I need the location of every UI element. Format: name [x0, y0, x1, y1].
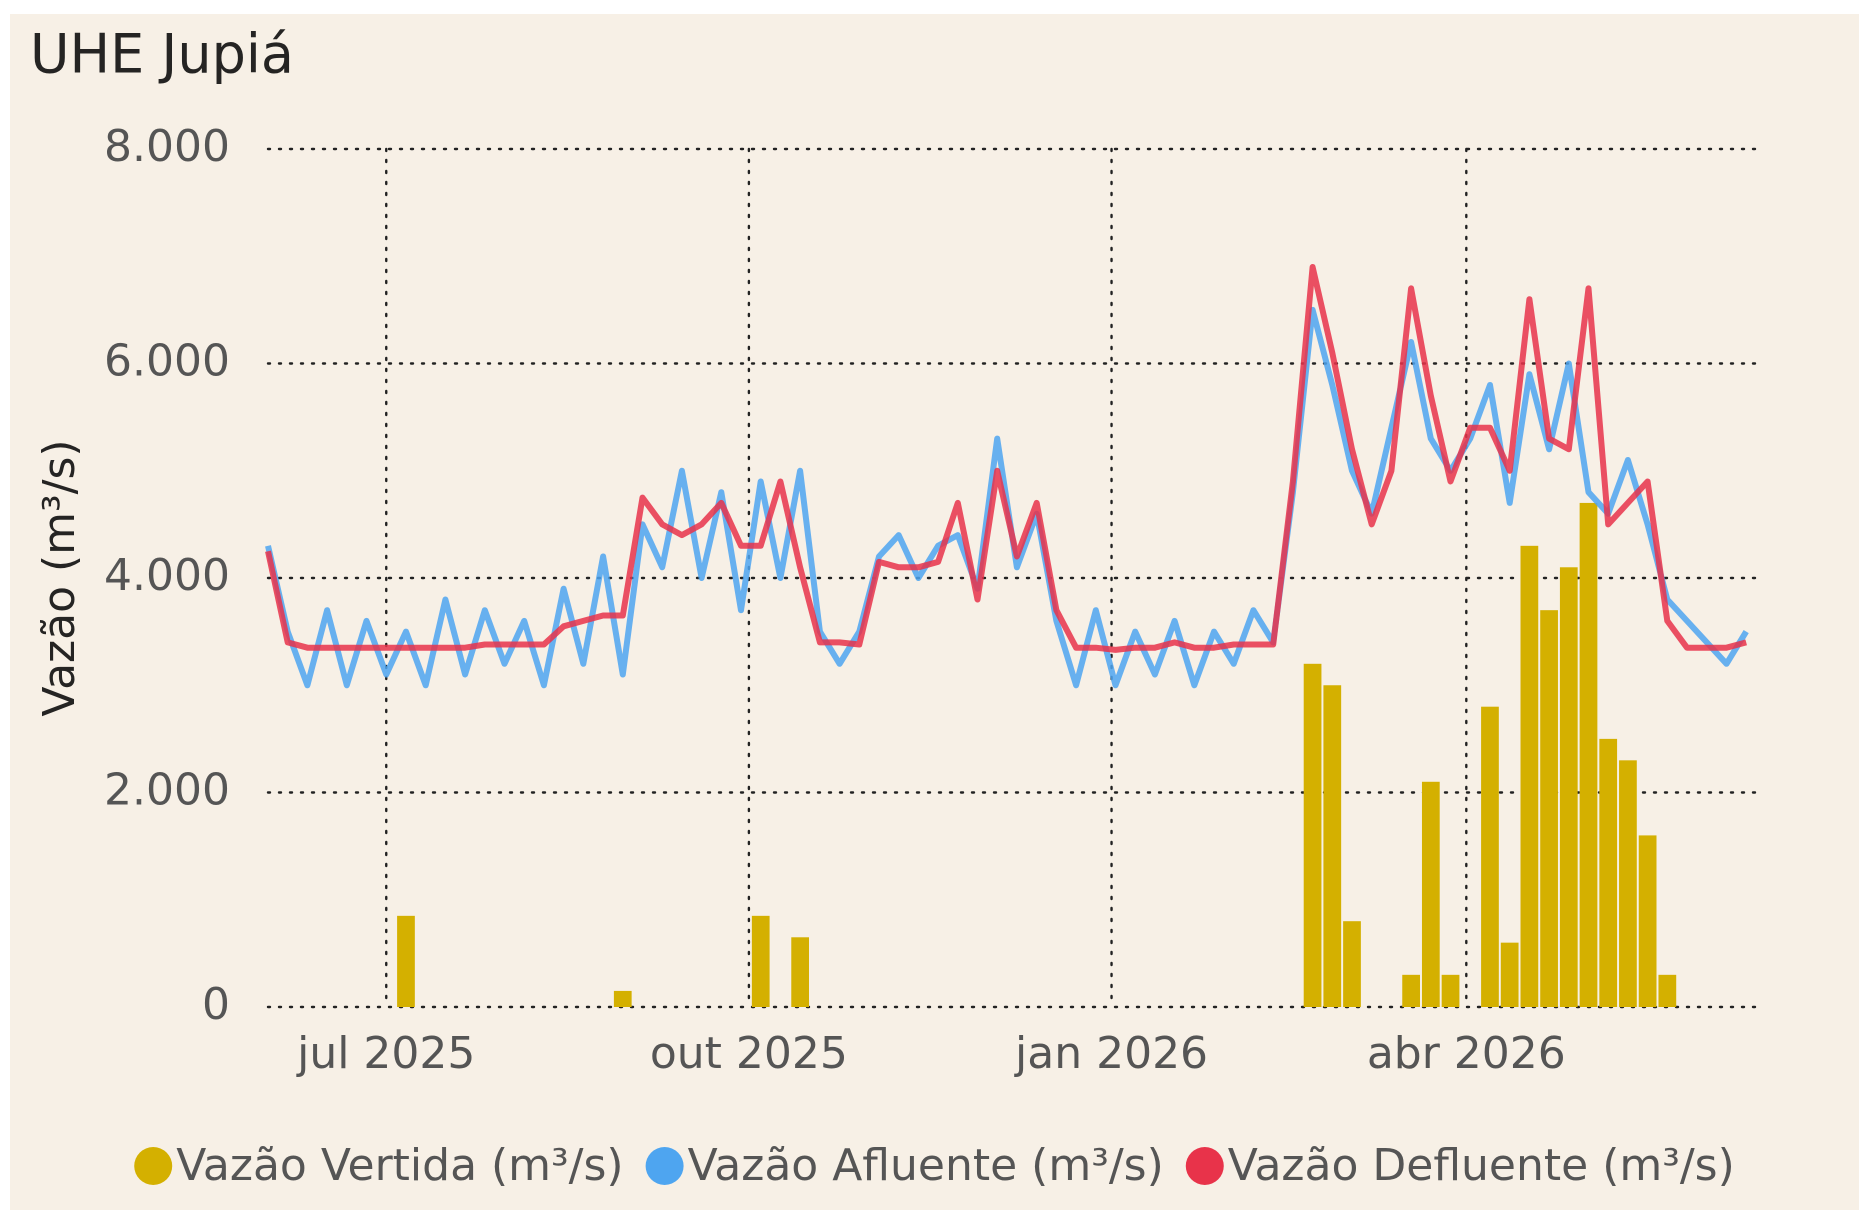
- legend-marker: [134, 1147, 173, 1185]
- x-tick-label: jul 2025: [296, 1028, 475, 1079]
- legend-label: Vazão Afluente (m³/s): [688, 1140, 1164, 1191]
- y-tick-label: 0: [202, 979, 230, 1030]
- bar: [1481, 706, 1499, 1007]
- x-tick-label: jan 2026: [1014, 1028, 1208, 1079]
- y-tick-label: 6.000: [104, 336, 230, 387]
- bar: [1520, 545, 1539, 1007]
- legend-marker: [1185, 1147, 1224, 1185]
- bar: [1343, 921, 1361, 1007]
- bar: [1540, 610, 1558, 1007]
- legend-label: Vazão Vertida (m³/s): [176, 1140, 623, 1191]
- line: [265, 264, 1747, 653]
- legend-label: Vazão Defluente (m³/s): [1228, 1140, 1735, 1191]
- y-tick-label: 2.000: [104, 765, 230, 816]
- x-tick-label: abr 2026: [1367, 1028, 1566, 1079]
- bar: [1619, 760, 1637, 1007]
- bar: [1323, 685, 1342, 1007]
- bar: [1599, 738, 1618, 1007]
- y-axis-label: Vazão (m³/s): [34, 439, 85, 716]
- legend: Vazão Vertida (m³/s) Vazão Afluente (m³/s…: [134, 1140, 1735, 1191]
- bar: [397, 915, 415, 1007]
- lines: [265, 264, 1749, 689]
- legend-marker: [645, 1147, 684, 1185]
- y-tick-label: 4.000: [104, 550, 230, 601]
- bar: [1500, 942, 1519, 1007]
- bar: [1441, 974, 1460, 1007]
- x-tick-label: out 2025: [650, 1028, 848, 1079]
- bar: [791, 937, 810, 1007]
- bar: [751, 915, 770, 1007]
- bar: [1658, 974, 1677, 1007]
- bar: [1638, 835, 1657, 1007]
- bar: [613, 990, 632, 1007]
- bar: [1402, 974, 1420, 1007]
- bar: [1303, 663, 1322, 1007]
- chart-title: UHE Jupiá: [30, 23, 294, 86]
- bar: [1421, 781, 1440, 1007]
- bars: [397, 502, 1677, 1007]
- bar: [1559, 567, 1578, 1007]
- y-tick-label: 8.000: [104, 121, 230, 172]
- bar: [1579, 502, 1598, 1007]
